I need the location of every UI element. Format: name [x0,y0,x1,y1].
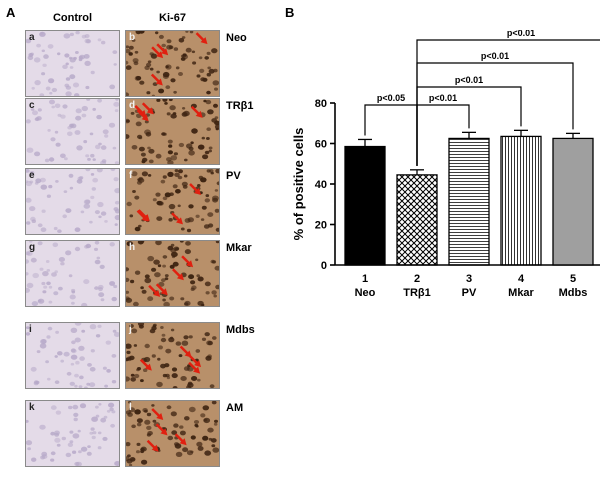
micrograph-tag: d [129,100,136,111]
micrograph-tag: h [129,242,136,253]
micrograph-tag: g [29,242,36,253]
micrograph-tag: j [129,324,132,335]
x-tick-label: PV [462,287,477,299]
bar-2 [396,174,438,266]
panel-a-letter: A [6,5,16,20]
significance-label: p<0.01 [455,75,483,85]
micrograph-tag: a [29,32,35,43]
control-micrograph-2: c [25,98,120,165]
bar-4 [500,135,542,266]
micrograph-tag: b [129,32,136,43]
y-tick-label: 0 [321,260,327,272]
control-micrograph-3: e [25,168,120,235]
tissue-texture [26,241,118,306]
significance-label: p<0.01 [481,51,509,61]
bar-1 [344,145,386,266]
control-micrograph-5: i [25,322,120,389]
row-label-3: PV [226,170,241,182]
control-micrograph-6: k [25,400,120,467]
tissue-texture [126,401,219,466]
y-tick-label: 60 [315,139,327,151]
control-micrograph-4: g [25,240,120,307]
bar-3 [448,137,490,266]
y-tick-label: 40 [315,179,327,191]
micrograph-tag: f [129,170,133,181]
control-column-header: Control [52,12,93,24]
ki67-micrograph-5: j [125,322,220,389]
micrograph-tag: i [29,324,32,335]
tissue-texture [26,99,119,164]
x-tick-label: Neo [355,287,376,299]
row-label-2: TRβ1 [226,100,254,112]
tissue-texture [126,31,219,96]
ki67-micrograph-1: b [125,30,220,97]
x-tick-number: 2 [414,273,420,285]
significance-label: p<0.01 [507,30,535,38]
ki67-micrograph-4: h [125,240,220,307]
tissue-texture [26,31,118,96]
significance-bracket [416,62,574,166]
x-tick-label: Mkar [508,287,534,299]
micrograph-tag: c [29,100,35,111]
tissue-texture [26,402,119,466]
row-label-5: Mdbs [226,324,255,336]
tissue-texture [26,169,119,233]
micrograph-tag: e [29,170,35,181]
x-tick-number: 3 [466,273,472,285]
tissue-texture [126,169,219,233]
y-tick-label: 20 [315,220,327,232]
x-tick-label: Mdbs [559,287,588,299]
micrograph-tag: k [29,402,35,413]
x-tick-label: TRβ1 [403,287,431,299]
chart-svg: 0 20 40 60 80 % of positive cells 1 Neo 2 TRβ1 3 PV… [291,28,600,299]
significance-label: p<0.01 [429,93,457,103]
ki67-micrograph-6: l [125,400,220,467]
ki67-micrograph-2: d [125,98,220,165]
micrograph-tag: l [129,402,132,413]
y-axis-title: % of positive cells [291,128,306,241]
tissue-texture [26,323,119,388]
x-tick-number: 5 [570,273,576,285]
row-label-1: Neo [226,32,247,44]
x-tick-number: 4 [518,273,525,285]
control-micrograph-1: a [25,30,120,97]
tissue-texture [126,323,217,388]
panel-b-letter: B [285,5,295,20]
row-label-4: Mkar [226,242,252,254]
ki67-column-header: Ki-67 [159,12,186,24]
tissue-texture [126,241,219,306]
x-tick-number: 1 [362,273,368,285]
ki67-micrograph-3: f [125,168,220,235]
tissue-texture [126,99,219,164]
significance-label: p<0.05 [377,93,405,103]
bar-chart: 0 20 40 60 80 % of positive cells 1 Neo 2 TRβ1 3 PV… [285,28,600,475]
row-label-6: AM [226,402,244,414]
y-tick-label: 80 [315,98,327,110]
significance-bracket [416,39,600,166]
bar-5 [552,137,594,266]
